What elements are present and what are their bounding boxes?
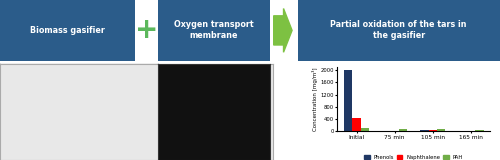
- Bar: [428, 130, 437, 131]
- Legend: Phenols, Naphthalene, PAH: Phenols, Naphthalene, PAH: [362, 153, 465, 160]
- Bar: [437, 129, 446, 131]
- Bar: [475, 130, 484, 131]
- Text: +: +: [134, 16, 158, 44]
- Bar: [420, 130, 428, 131]
- FancyArrow shape: [274, 8, 292, 52]
- Text: Biomass gasifier: Biomass gasifier: [30, 26, 105, 35]
- Text: Partial oxidation of the tars in
the gasifier: Partial oxidation of the tars in the gas…: [330, 20, 467, 40]
- Y-axis label: Concentration [mg/m³]: Concentration [mg/m³]: [312, 67, 318, 131]
- Bar: [344, 70, 352, 131]
- Bar: [399, 129, 407, 131]
- Bar: [352, 118, 361, 131]
- Text: Oxygen transport
membrane: Oxygen transport membrane: [174, 20, 254, 40]
- Bar: [361, 128, 369, 131]
